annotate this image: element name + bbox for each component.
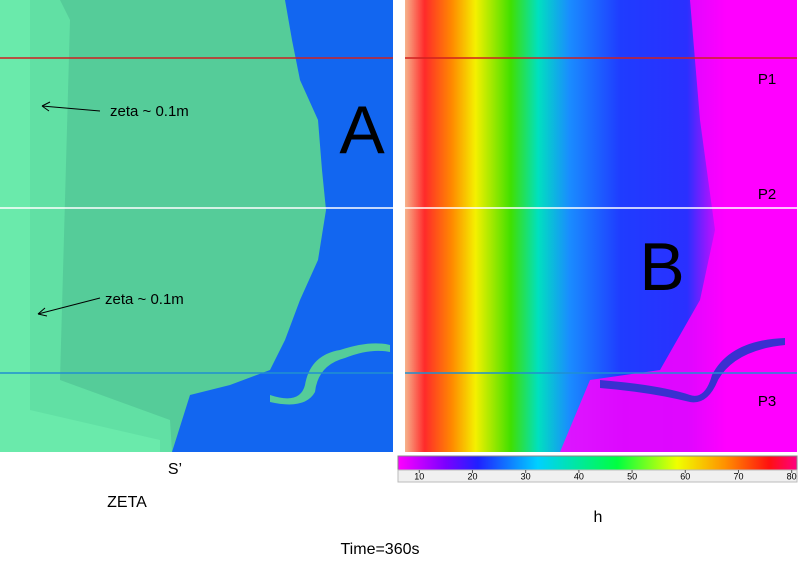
panel-b: B P1 P2 P3 [405,0,797,452]
channel [270,343,390,405]
profile-label: P3 [758,393,776,410]
dry-area [560,0,797,452]
arrow-head [41,101,51,112]
variable-label: h [594,509,603,526]
annotation: zeta ~ 0.1m [110,103,189,120]
caption: Time=360s [341,541,420,558]
zeta-edge [0,0,160,452]
colorbar-tick-label: 80 [787,471,797,481]
panel-label: B [639,229,684,305]
colorbar-tick-label: 40 [574,471,584,481]
arrow [37,297,101,315]
channel [600,338,785,403]
profile-label: P2 [758,186,776,203]
separator [393,0,405,452]
panel-label: A [339,92,385,168]
colorbar-tick-label: 20 [467,471,477,481]
arrow [41,105,101,112]
colorbar-tick-label: 10 [414,471,424,481]
colorbar-tick-label: 70 [733,471,743,481]
section-label: S’ [168,461,182,478]
colorbar-tick-label: 50 [627,471,637,481]
colorbar-ramp [397,455,798,471]
zeta-edge [0,0,172,452]
annotation: zeta ~ 0.1m [105,291,184,308]
panel-a: A zeta ~ 0.1m zeta ~ 0.1m [0,0,393,452]
zeta-area [0,0,326,452]
arrow-head [37,307,48,317]
colorbar-tick-label: 60 [680,471,690,481]
variable-label: ZETA [107,494,147,511]
profile-label: P1 [758,71,776,88]
colorbar-tick-label: 30 [521,471,531,481]
colorbar-axis [397,469,798,483]
colorbar: 10 20 30 40 50 60 70 80 [397,455,798,483]
